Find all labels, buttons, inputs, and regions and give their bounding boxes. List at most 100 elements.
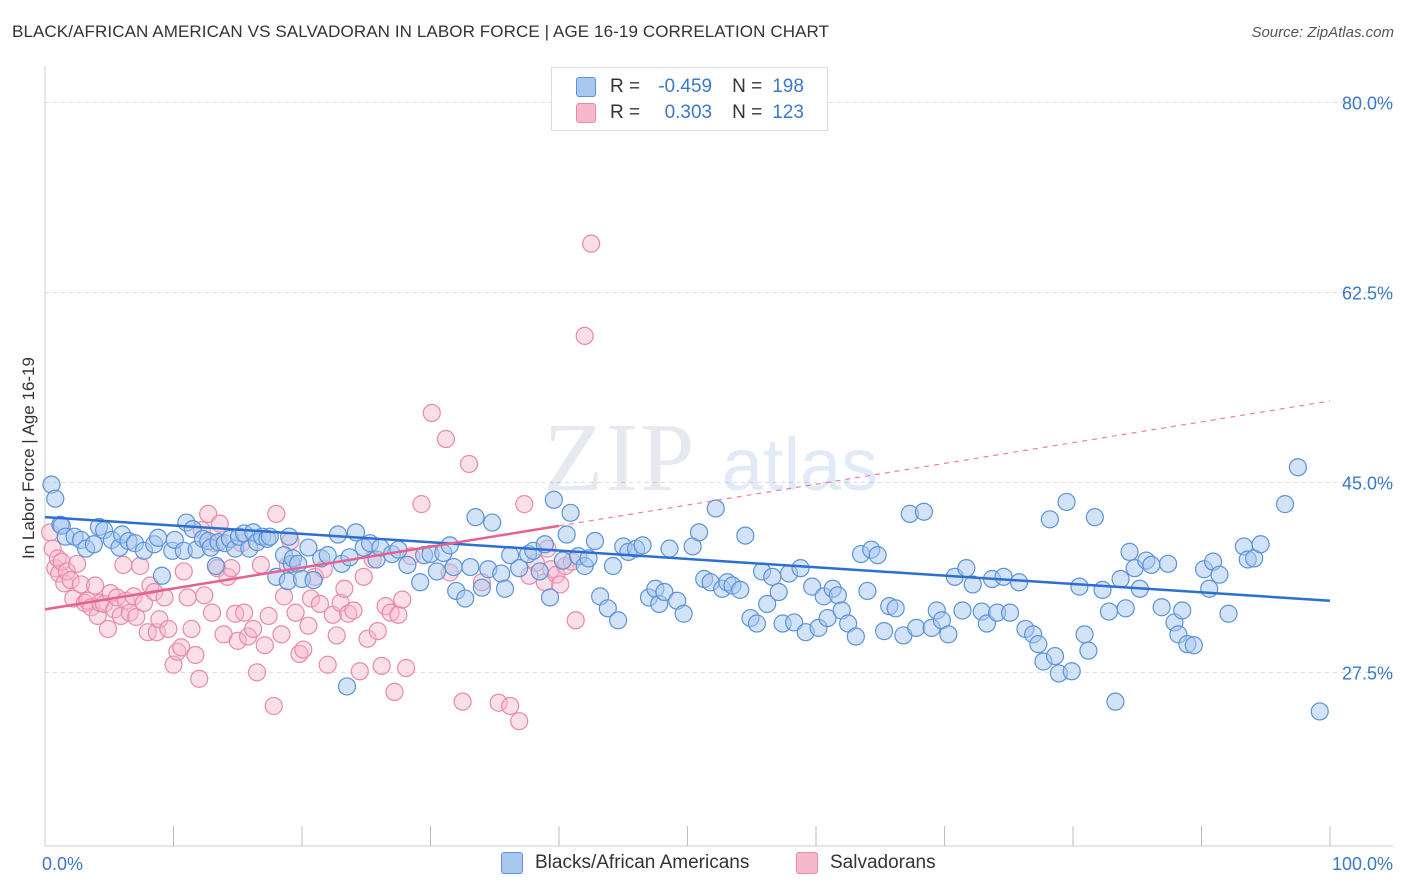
black-point <box>660 539 679 558</box>
black-point <box>461 557 480 577</box>
legend-row-salvadoran: R = 0.303 N = 123 <box>576 101 804 125</box>
legend-n-label: N = <box>732 102 763 123</box>
legend-n-value: 123 <box>772 102 804 123</box>
source-label: Source: ZipAtlas.com <box>1251 24 1394 41</box>
black-point <box>483 513 502 532</box>
y-tick-label: 27.5% <box>1342 663 1393 683</box>
black-point <box>689 523 709 542</box>
salvadoran-point <box>354 567 373 586</box>
salvadoran-point <box>98 619 118 639</box>
salvadoran-point <box>372 656 391 675</box>
salvadoran-point <box>264 696 283 716</box>
x-tick-label: 0.0% <box>42 854 83 874</box>
legend-item-black[interactable]: Blacks/African Americans <box>501 852 749 874</box>
salvadoran-point <box>43 539 62 558</box>
y-tick-label: 45.0% <box>1342 473 1393 493</box>
black-point <box>747 614 766 633</box>
legend-n-label: N = <box>732 76 763 97</box>
salvadoran-point <box>86 576 105 595</box>
black-point <box>1057 492 1076 512</box>
black-point <box>886 599 905 618</box>
black-point <box>963 575 982 594</box>
black-point <box>328 525 348 544</box>
black-points <box>42 458 1329 721</box>
watermark-zip: ZIP <box>544 404 697 512</box>
y-tick-label: 80.0% <box>1342 94 1393 114</box>
black-point <box>1288 458 1307 477</box>
black-point <box>46 489 65 508</box>
salvadoran-point <box>186 645 205 665</box>
salvadoran-trend-line <box>44 524 560 611</box>
black-point <box>907 618 926 637</box>
black-point <box>731 580 750 599</box>
black-point <box>1120 542 1139 561</box>
black-point <box>1210 565 1229 584</box>
salvadoran-point <box>222 559 241 578</box>
salvadoran-point <box>259 606 278 626</box>
black-point <box>1184 636 1203 655</box>
salvadoran-trend-extension <box>558 400 1331 527</box>
salvadoran-point <box>251 555 270 575</box>
black-point <box>953 601 972 620</box>
black-point <box>1310 702 1329 721</box>
salvadoran-point <box>130 556 150 576</box>
black-point <box>736 526 755 545</box>
black-point <box>1152 598 1171 617</box>
black-point <box>337 677 357 696</box>
salvadoran-point <box>422 403 441 423</box>
salvadoran-point <box>299 616 318 635</box>
black-point <box>579 549 598 568</box>
salvadoran-point <box>159 619 178 639</box>
black-point <box>1085 508 1104 527</box>
black-point <box>444 557 463 577</box>
black-point <box>1093 580 1112 599</box>
legend-row-black: R = -0.459 N = 198 <box>576 75 804 99</box>
black-point <box>758 594 777 614</box>
grid-lines <box>45 102 1393 673</box>
legend-swatch-black <box>501 852 523 874</box>
black-point <box>1116 599 1135 618</box>
black-point <box>1040 510 1059 529</box>
black-point <box>411 573 430 592</box>
watermark-atlas: atlas <box>722 423 878 506</box>
salvadoran-point <box>57 562 76 581</box>
black-point <box>1158 554 1178 573</box>
salvadoran-point <box>267 504 286 523</box>
salvadoran-point <box>286 603 305 622</box>
salvadoran-point <box>575 326 594 346</box>
salvadoran-point <box>247 663 267 682</box>
salvadoran-point <box>582 234 601 253</box>
legend-label-salvadoran: Salvadorans <box>830 852 936 873</box>
black-point <box>875 622 894 641</box>
salvadoran-point <box>358 629 377 648</box>
black-point <box>828 586 847 605</box>
salvadoran-point <box>228 631 247 650</box>
black-point <box>858 581 877 601</box>
black-point <box>1029 635 1048 654</box>
salvadoran-point <box>350 662 369 681</box>
black-point <box>530 562 549 581</box>
black-point <box>206 556 226 576</box>
black-point <box>148 528 168 547</box>
black-point <box>553 551 572 570</box>
x-tick-label: 100.0% <box>1332 854 1393 874</box>
salvadoran-point <box>244 619 263 639</box>
black-point <box>1045 646 1065 666</box>
trend-lines <box>44 400 1331 611</box>
black-point <box>1079 641 1098 660</box>
salvadoran-point <box>335 579 354 598</box>
salvadoran-point <box>344 601 363 620</box>
y-axis-label: In Labor Force | Age 16-19 <box>19 357 38 559</box>
black-point <box>1173 601 1192 620</box>
black-point <box>304 570 323 590</box>
y-tick-label: 62.5% <box>1342 283 1393 303</box>
black-point <box>763 567 782 586</box>
legend-item-salvadoran[interactable]: Salvadorans <box>796 852 936 874</box>
legend-label-black: Blacks/African Americans <box>535 852 750 873</box>
salvadoran-point <box>385 682 404 701</box>
salvadoran-point <box>339 604 358 623</box>
salvadoran-point <box>178 588 197 607</box>
black-point <box>84 535 103 554</box>
black-point <box>1075 625 1094 644</box>
salvadoran-point <box>255 636 274 655</box>
